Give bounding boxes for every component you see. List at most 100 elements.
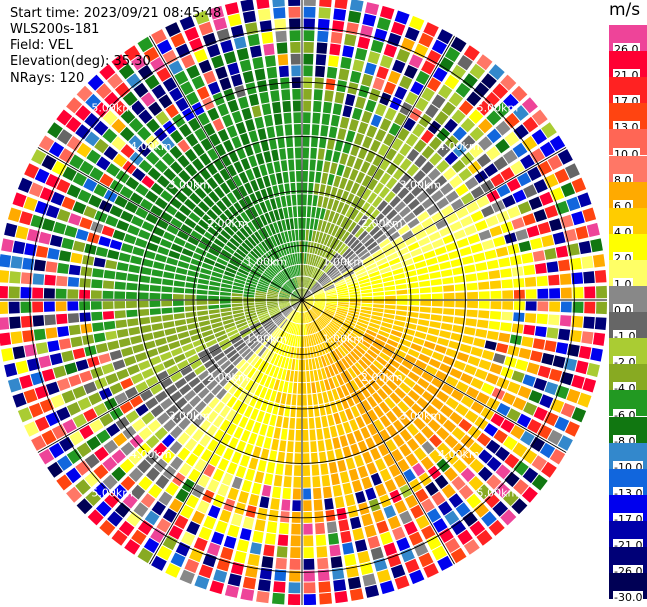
range-gate-cell (189, 548, 204, 563)
range-gate-cell (464, 410, 479, 424)
range-gate-cell (372, 307, 384, 313)
range-gate-cell (91, 311, 103, 321)
range-gate-cell (352, 59, 365, 72)
range-gate-cell (294, 300, 302, 310)
range-gate-cell (15, 360, 29, 375)
range-gate-cell (127, 273, 139, 282)
range-gate-cell (79, 217, 93, 230)
range-gate-cell (371, 315, 383, 321)
range-gate-cell (436, 427, 450, 441)
range-gate-cell (325, 305, 337, 309)
azimuth-spoke (149, 299, 303, 565)
range-gate-cell (297, 312, 300, 324)
range-gate-cell (440, 323, 453, 331)
range-gate-cell (507, 381, 521, 395)
range-gate-cell (208, 247, 220, 257)
range-gate-cell (244, 443, 254, 456)
range-gate-cell (470, 377, 484, 390)
range-gate-cell (273, 7, 286, 19)
range-gate-cell (248, 155, 258, 168)
range-gate-cell (366, 241, 378, 251)
range-gate-cell (267, 291, 279, 295)
range-gate-cell (370, 275, 382, 282)
range-gate-cell (541, 352, 555, 366)
range-gate-cell (412, 204, 425, 216)
range-gate-cell (341, 384, 350, 397)
range-gate-cell (266, 66, 278, 79)
range-gate-cell (312, 286, 322, 293)
range-gate-cell (321, 113, 331, 126)
range-gate-cell (325, 289, 336, 294)
range-gate-cell (294, 300, 302, 310)
range-gate-cell (392, 434, 405, 447)
range-gate-cell (326, 450, 336, 462)
range-gate-cell (169, 498, 183, 513)
range-gate-cell (361, 175, 372, 187)
range-gate-cell (356, 402, 366, 415)
range-gate-cell (135, 403, 149, 417)
range-gate-cell (299, 288, 302, 299)
range-gate-cell (415, 515, 430, 530)
range-gate-cell (288, 6, 301, 18)
range-gate-cell (41, 429, 57, 446)
range-gate-cell (99, 413, 114, 427)
range-gate-cell (525, 289, 537, 299)
range-gate-cell (227, 222, 239, 233)
range-gate-cell (76, 85, 93, 102)
range-gate-cell (231, 293, 243, 297)
range-gate-cell (302, 159, 309, 171)
range-gate-cell (554, 416, 570, 432)
range-gate-cell (240, 377, 250, 389)
range-gate-cell (339, 344, 349, 355)
range-gate-cell (257, 229, 266, 240)
range-gate-cell (72, 413, 87, 428)
range-gate-cell (319, 343, 326, 355)
range-gate-cell (377, 143, 389, 157)
range-gate-cell (89, 419, 104, 433)
range-gate-cell (292, 311, 298, 322)
range-gate-cell (478, 310, 490, 319)
range-gate-cell (203, 464, 216, 478)
range-gate-cell (361, 513, 374, 527)
range-gate-cell (124, 201, 138, 214)
range-gate-cell (290, 41, 301, 53)
range-gate-cell (56, 179, 71, 194)
range-gate-cell (557, 435, 573, 451)
range-gate-cell (145, 151, 160, 165)
range-gate-cell (465, 273, 477, 282)
range-gate-cell (584, 286, 596, 299)
range-gate-cell (277, 274, 286, 283)
range-gate-cell (270, 327, 280, 337)
range-gate-cell (550, 398, 565, 413)
range-gate-cell (311, 452, 319, 464)
range-gate-cell (211, 55, 225, 69)
range-gate-cell (311, 334, 317, 346)
range-gate-cell (431, 190, 444, 203)
range-gate-cell (299, 241, 302, 253)
range-gate-cell (548, 274, 560, 286)
range-gate-cell (66, 97, 83, 114)
range-gate-cell (178, 170, 191, 183)
range-gate-cell (302, 288, 305, 299)
range-gate-cell (1, 347, 14, 362)
range-gate-cell (254, 519, 266, 532)
range-gate-cell (150, 315, 162, 323)
range-gate-cell (302, 290, 310, 300)
range-gate-cell (213, 352, 225, 362)
range-gate-cell (280, 356, 287, 368)
range-gate-cell (144, 510, 160, 526)
range-gate-cell (359, 282, 371, 288)
range-gate-cell (275, 246, 283, 258)
range-gate-cell (278, 258, 286, 269)
range-gate-cell (435, 370, 448, 382)
range-gate-cell (418, 32, 434, 48)
range-gate-cell (261, 484, 272, 497)
range-gate-cell (510, 425, 525, 440)
range-gate-cell (123, 233, 137, 245)
range-gate-cell (345, 382, 355, 394)
range-gate-cell (297, 288, 302, 300)
range-gate-cell (321, 279, 332, 287)
range-gate-cell (398, 224, 410, 235)
range-gate-cell (261, 241, 270, 252)
range-gate-cell (355, 198, 366, 211)
